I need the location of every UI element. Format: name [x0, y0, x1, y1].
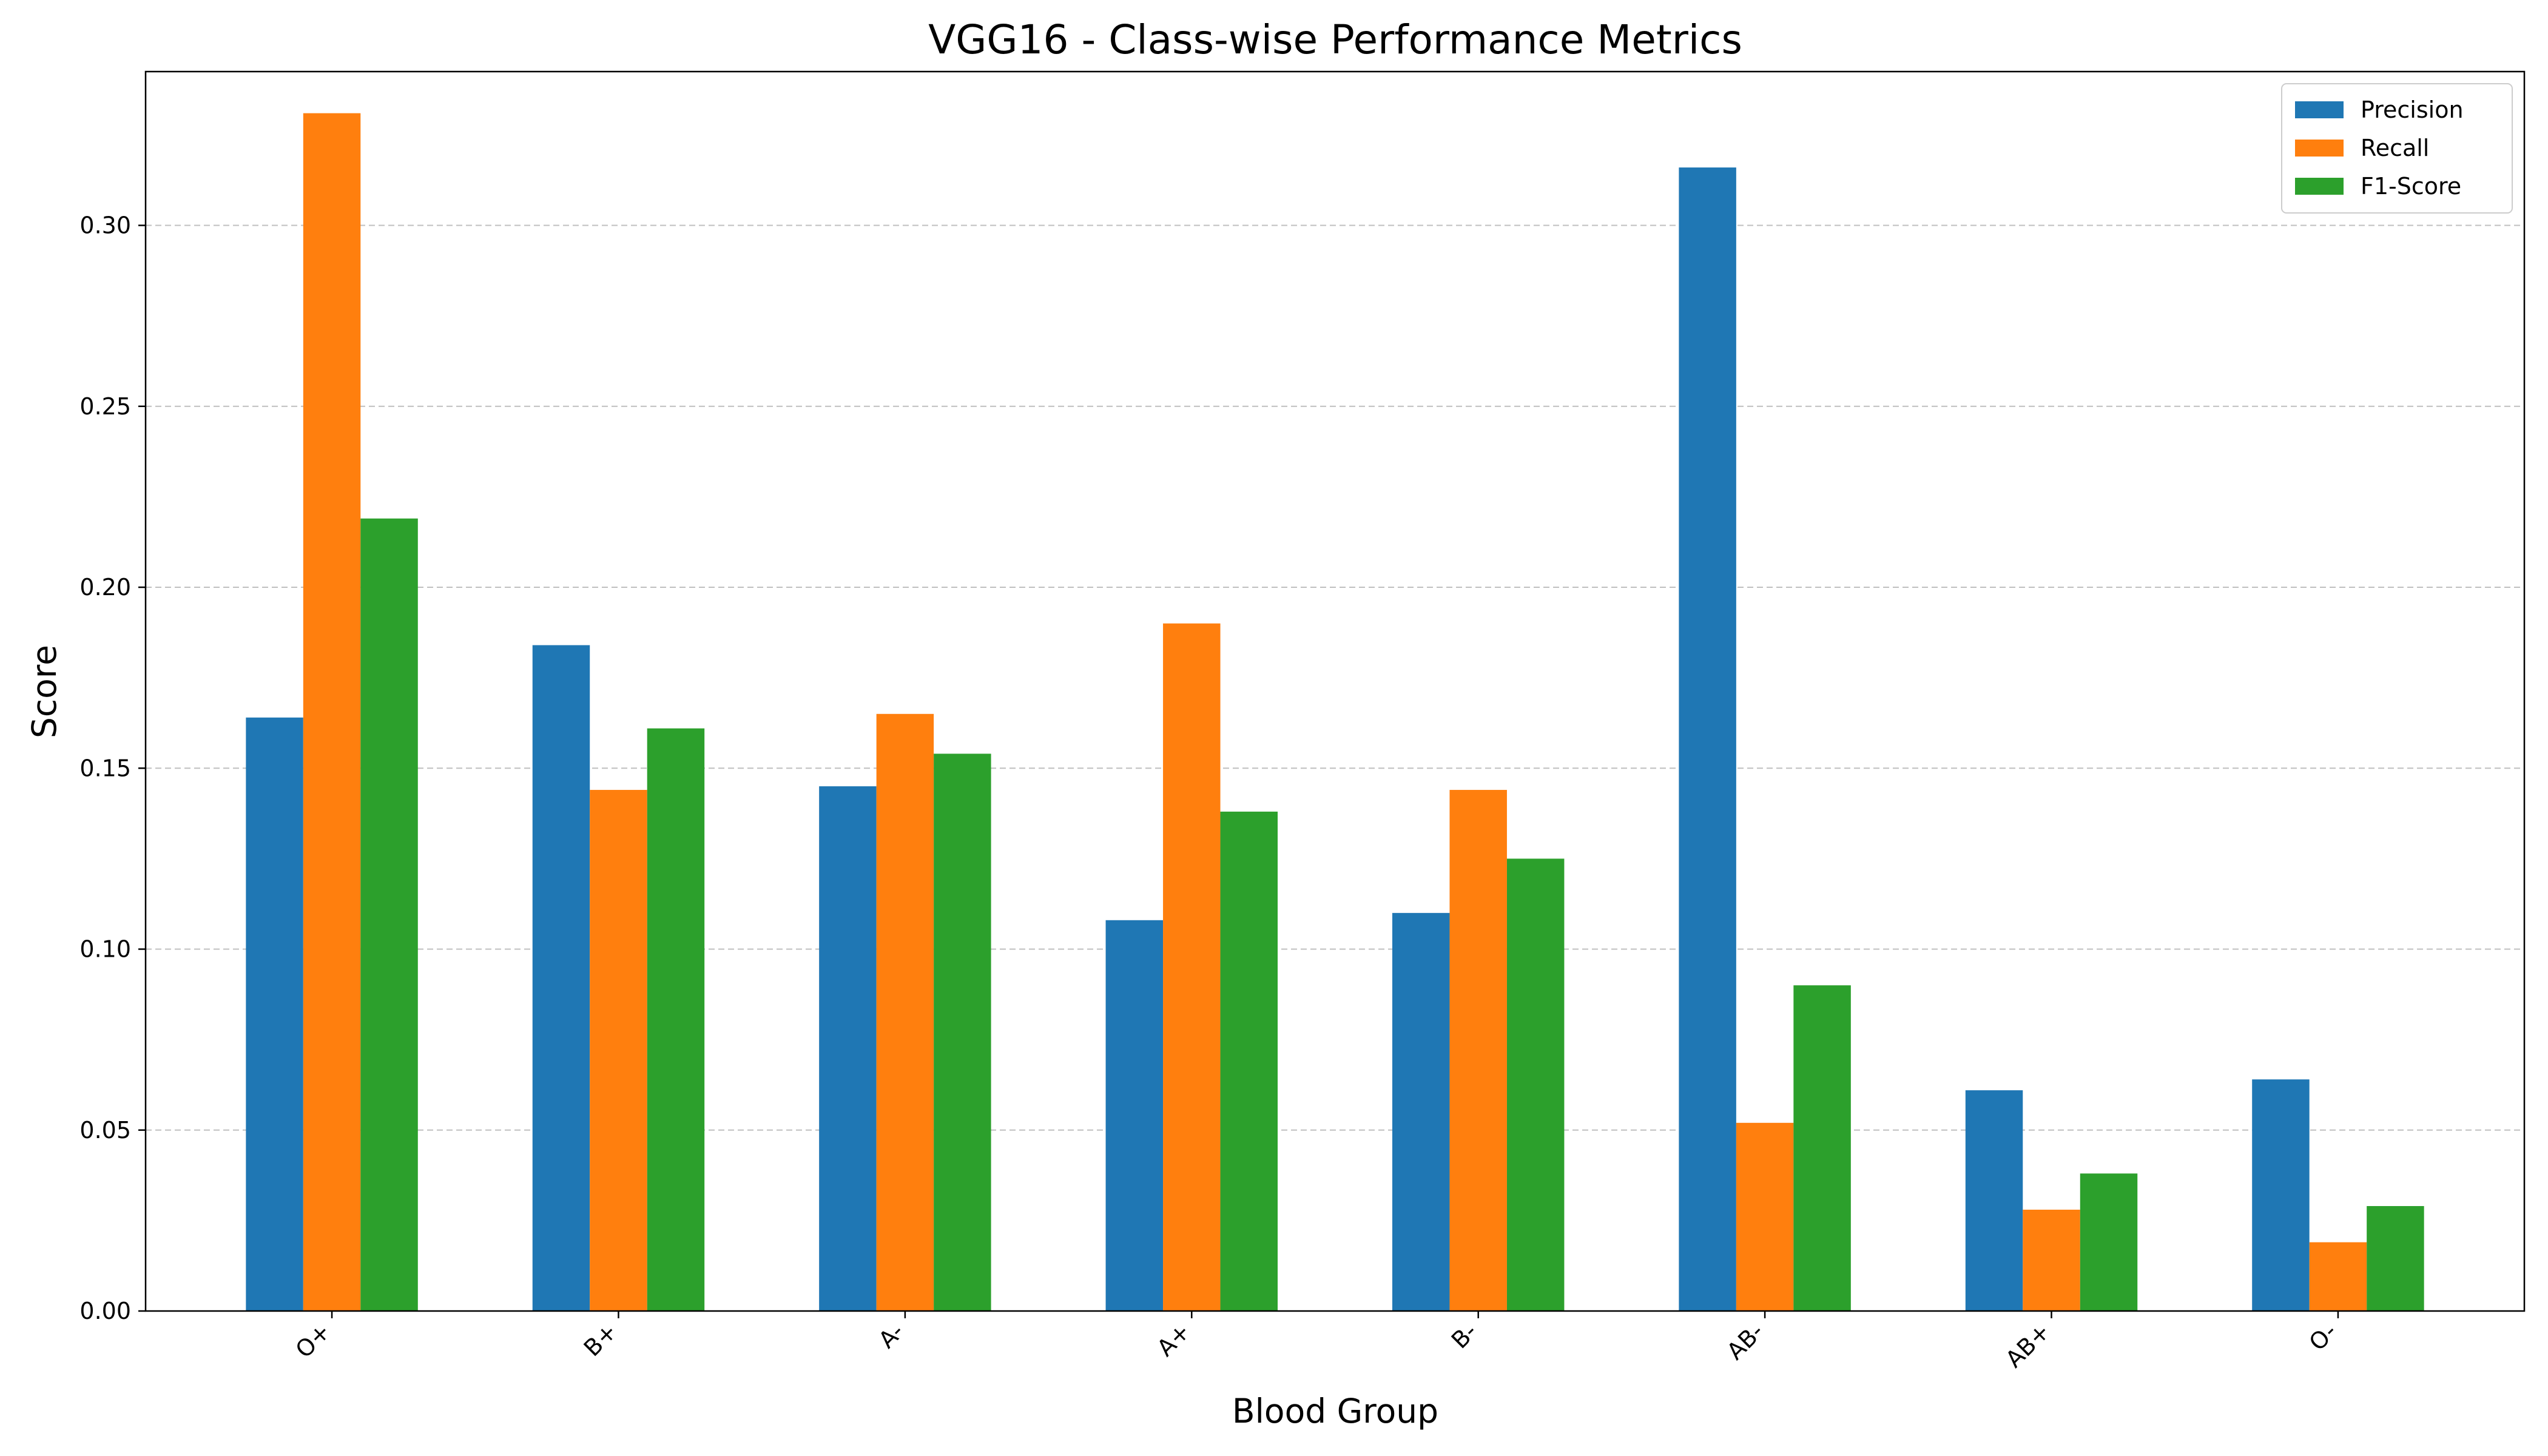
bar-f1-score-3	[1220, 811, 1278, 1311]
legend-swatch	[2295, 101, 2344, 118]
bar-f1-score-1	[647, 728, 705, 1311]
bar-recall-7	[2309, 1242, 2367, 1311]
y-tick-label: 0.25	[79, 393, 131, 420]
bar-precision-4	[1392, 912, 1450, 1311]
y-tick-label: 0.30	[79, 212, 131, 239]
y-tick-label: 0.05	[79, 1117, 131, 1144]
bar-recall-3	[1163, 623, 1221, 1311]
bar-precision-6	[1965, 1090, 2023, 1311]
bar-precision-5	[1679, 167, 1736, 1311]
y-axis-label: Score	[25, 645, 64, 738]
legend-label: Precision	[2361, 96, 2464, 123]
legend: Precision Recall F1-Score	[2281, 83, 2513, 214]
bar-recall-0	[303, 113, 361, 1312]
bar-f1-score-6	[2080, 1173, 2138, 1311]
bar-recall-4	[1449, 790, 1507, 1311]
y-tick-label: 0.20	[79, 574, 131, 601]
bar-precision-2	[819, 786, 877, 1311]
bar-f1-score-5	[1793, 985, 1851, 1311]
legend-swatch	[2295, 140, 2344, 157]
grid-lines	[146, 224, 2524, 1131]
bar-recall-6	[2023, 1209, 2080, 1311]
y-tick-label: 0.10	[79, 936, 131, 963]
y-axis: 0.00 0.05 0.10 0.15 0.20 0.25 0.30	[79, 212, 146, 1324]
chart-title: VGG16 - Class-wise Performance Metrics	[928, 16, 1742, 63]
bar-recall-5	[1736, 1122, 1794, 1311]
bar-precision-0	[246, 717, 303, 1311]
bar-precision-3	[1105, 920, 1164, 1311]
plot-frame	[144, 70, 2526, 1312]
bar-precision-1	[532, 645, 590, 1311]
bar-f1-score-4	[1506, 858, 1565, 1311]
bar-f1-score-7	[2367, 1206, 2424, 1311]
legend-label: Recall	[2361, 135, 2429, 161]
bar-f1-score-2	[934, 753, 991, 1311]
y-tick-label: 0.00	[79, 1298, 131, 1324]
y-tick-label: 0.15	[79, 755, 131, 781]
bar-recall-2	[876, 713, 934, 1311]
legend-swatch	[2295, 178, 2344, 195]
bar-precision-7	[2252, 1079, 2310, 1311]
bar-recall-1	[590, 790, 647, 1311]
bar-f1-score-0	[360, 518, 418, 1311]
bars	[246, 113, 2424, 1312]
x-axis-label: Blood Group	[1232, 1392, 1438, 1431]
legend-label: F1-Score	[2361, 173, 2461, 200]
